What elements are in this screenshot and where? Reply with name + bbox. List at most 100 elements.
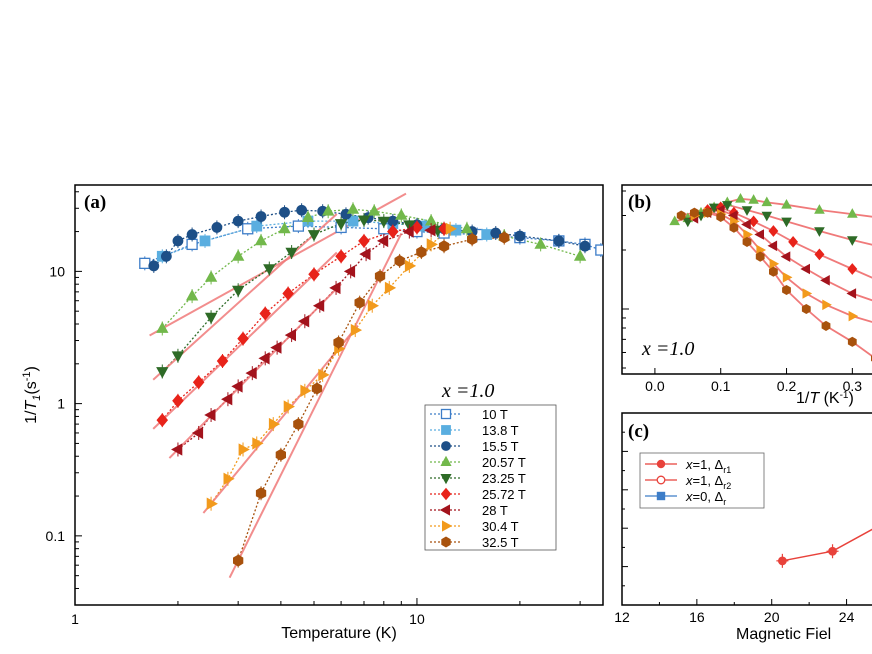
panel-a-point <box>221 393 233 406</box>
panel-b-point <box>708 203 720 214</box>
panel-b-point <box>743 229 753 240</box>
panel-c-legend-marker <box>656 475 666 485</box>
panel-b-point <box>755 251 765 262</box>
panel-b-label: (b) <box>628 192 651 213</box>
panel-a-point <box>333 336 344 349</box>
panel-c-point <box>828 546 837 556</box>
legend-marker <box>441 520 453 532</box>
panel-b-point <box>781 217 792 228</box>
panel-a-frame <box>74 184 604 606</box>
panel-c-label: (c) <box>628 421 649 442</box>
panel-a-point <box>343 265 356 278</box>
panel-a-point <box>481 229 493 240</box>
panel-a-point <box>186 229 198 240</box>
panel-b-point <box>729 222 739 233</box>
panel-a-point <box>278 221 291 234</box>
panel-b-point <box>781 198 792 209</box>
panel-a-xtick-label: 1 <box>71 611 79 627</box>
panel-c-xtick-label: 20 <box>764 609 780 625</box>
panel-a-point <box>232 249 245 261</box>
panel-a-point <box>238 443 250 456</box>
panel-c-legend-label: x=1, Δr1 <box>685 457 731 475</box>
legend-label: 28 T <box>482 503 508 518</box>
panel-a-point <box>318 368 330 382</box>
panel-a-point <box>445 222 457 235</box>
panel-a-point <box>282 286 294 301</box>
panel-b-point <box>814 248 825 261</box>
panel-b-point <box>847 236 858 246</box>
panel-a-point <box>329 281 341 295</box>
legend-label: 25.72 T <box>482 487 526 502</box>
panel-b-point <box>748 194 759 204</box>
panel-a-point <box>387 224 399 239</box>
panel-a-series-line <box>177 229 432 451</box>
panel-c-frame <box>621 412 872 606</box>
panel-a-point <box>411 220 423 235</box>
panel-a-point <box>424 224 436 237</box>
panel-a-point <box>499 231 510 244</box>
panel-a-point <box>285 247 298 259</box>
panel-b-point <box>814 204 825 214</box>
panel-a-point <box>156 367 169 379</box>
panel-a-point <box>368 204 381 216</box>
panel-a-point <box>358 234 370 248</box>
legend-marker <box>441 441 451 451</box>
panel-c-xtick-label: 24 <box>839 609 855 625</box>
panel-a-point <box>283 400 295 413</box>
panel-b-point <box>669 215 680 226</box>
panel-a-point <box>374 270 386 283</box>
panel-b-point <box>768 225 779 237</box>
legend-label: 30.4 T <box>482 519 519 534</box>
panel-a-point <box>292 220 305 232</box>
panel-a-ytick-label: 0.1 <box>46 528 66 544</box>
panel-b-point <box>741 206 753 216</box>
legend-label: 20.57 T <box>482 455 526 470</box>
panel-c-point <box>777 556 787 566</box>
panel-a-point <box>553 235 565 247</box>
panel-b-point <box>767 240 778 252</box>
panel-b-point <box>769 258 780 270</box>
panel-b-point <box>761 211 773 222</box>
panel-a-point <box>192 375 205 390</box>
panel-a-point <box>156 413 169 428</box>
panel-c-xlabel: Magnetic Fiel <box>736 626 831 643</box>
panel-c-legend-label: x=1, Δr2 <box>685 473 731 491</box>
panel-a-point <box>211 222 223 233</box>
panel-a-point <box>312 299 325 312</box>
legend-marker <box>439 504 451 516</box>
panel-a-point <box>307 230 321 242</box>
panel-b-point <box>814 227 825 237</box>
panel-b-point <box>846 288 857 299</box>
legend-label: 32.5 T <box>482 535 519 550</box>
panel-b-point <box>847 263 858 275</box>
panel-a-point <box>251 220 263 232</box>
panel-b-xtick-label: 0.0 <box>645 378 665 394</box>
panel-a-point <box>438 240 450 253</box>
panel-a-point <box>357 215 371 227</box>
panel-a-point <box>350 323 363 337</box>
legend-marker <box>441 425 451 435</box>
legend-marker <box>441 536 451 548</box>
panel-a-ytick-label: 1 <box>57 396 65 412</box>
panel-a-point <box>359 247 371 261</box>
panel-b-point <box>782 284 791 296</box>
panel-a-point <box>160 250 172 262</box>
panel-b-point <box>690 207 699 218</box>
panel-a-point <box>301 210 315 223</box>
panel-a-series-line <box>144 225 602 265</box>
panel-a-point <box>237 331 249 346</box>
panel-a-point <box>284 328 297 342</box>
panel-a-point <box>263 264 276 276</box>
panel-a-ytick-label: 10 <box>49 263 65 279</box>
panel-a-ylabel: 1/T1(s-1) <box>21 366 43 424</box>
panel-b-point <box>780 251 791 262</box>
panel-b-point <box>802 288 813 299</box>
panel-a-point <box>252 437 264 450</box>
legend-marker <box>440 473 452 485</box>
panel-a-point <box>595 244 603 256</box>
panel-a-point <box>297 315 310 328</box>
panel-a-point <box>204 408 216 422</box>
panel-b-point <box>821 320 831 331</box>
